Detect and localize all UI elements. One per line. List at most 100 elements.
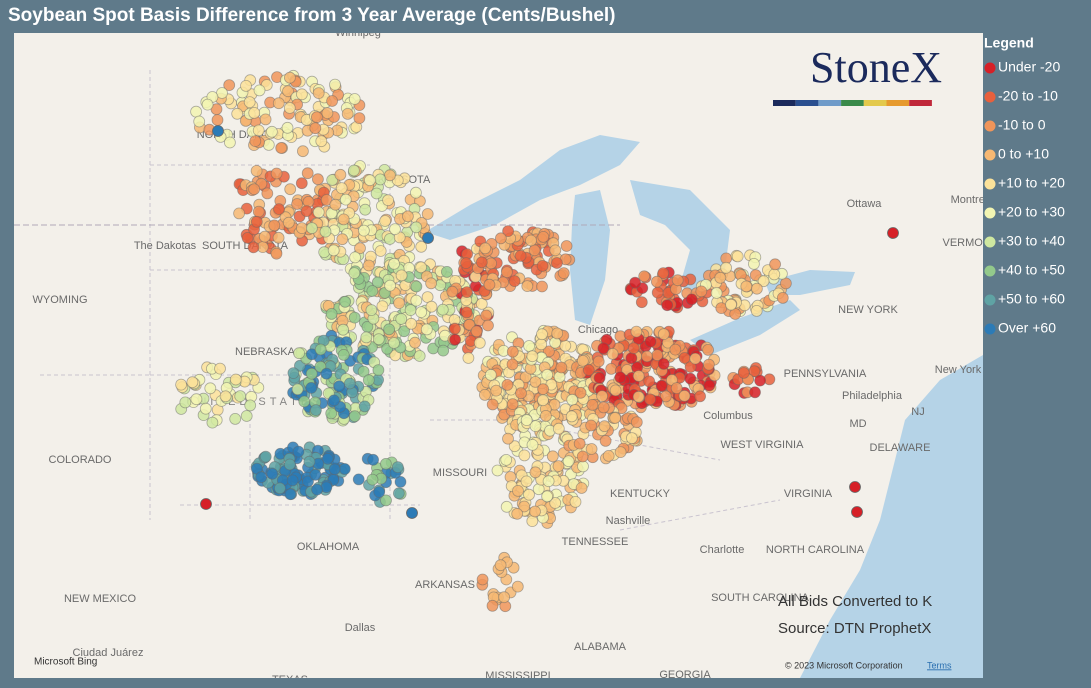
bid-location — [310, 111, 323, 124]
bid-location — [234, 390, 247, 403]
bid-location — [657, 267, 670, 280]
bid-location — [630, 416, 643, 429]
bid-location — [312, 206, 325, 219]
map-label: NEW MEXICO — [64, 593, 137, 605]
bid-location — [555, 361, 568, 374]
bid-location — [318, 246, 331, 259]
bid-location — [484, 368, 497, 381]
map-label: TENNESSEE — [562, 536, 629, 548]
bid-location — [529, 505, 541, 518]
map-label: Winnipeg — [335, 27, 381, 39]
bid-location — [335, 182, 348, 195]
bid-location — [703, 358, 715, 371]
bid-location — [521, 280, 534, 293]
bid-location — [702, 343, 714, 356]
bid-location — [372, 364, 385, 377]
bid-location — [529, 466, 542, 479]
bid-location — [526, 350, 539, 363]
bid-location — [573, 437, 586, 450]
bid-location — [393, 297, 406, 310]
legend-label: +10 to +20 — [998, 175, 1065, 191]
terms-link[interactable]: Terms — [927, 660, 952, 670]
bid-location — [314, 343, 327, 356]
bid-location — [460, 257, 473, 270]
legend-swatch — [984, 265, 996, 277]
legend-label: Under -20 — [998, 59, 1060, 75]
bid-location — [295, 177, 308, 190]
bid-location — [436, 303, 449, 316]
bid-location — [273, 482, 286, 495]
bid-location — [349, 251, 362, 264]
map-label: NEBRASKA — [235, 346, 296, 358]
bid-location — [849, 481, 861, 493]
bid-location — [247, 241, 260, 254]
bid-location — [502, 432, 514, 445]
bid-location — [248, 183, 261, 196]
bid-location — [410, 294, 423, 307]
bid-location — [602, 449, 615, 462]
bid-location — [337, 323, 350, 336]
bid-location — [536, 259, 549, 272]
map-label: Ottawa — [847, 198, 883, 210]
bid-location — [632, 370, 645, 382]
bid-location — [339, 295, 352, 308]
bid-location — [500, 500, 513, 513]
logo-stripe — [795, 100, 819, 106]
bid-location — [638, 270, 651, 283]
bid-location — [520, 475, 533, 488]
bid-location — [395, 313, 408, 325]
bid-location — [352, 473, 365, 486]
legend: Under -20 -20 to -10 -10 to 0 0 to +10 +10 t… — [984, 59, 1065, 336]
bid-location — [557, 267, 570, 280]
lake-huron — [630, 180, 730, 300]
bid-location — [199, 402, 212, 415]
bid-location — [460, 306, 473, 319]
bid-location — [211, 114, 224, 126]
legend-swatch — [984, 91, 996, 103]
bid-location — [511, 580, 524, 593]
legend-swatch — [984, 236, 996, 248]
bid-location — [229, 373, 242, 386]
bid-location — [348, 267, 361, 280]
bid-location — [255, 471, 268, 484]
bid-location — [526, 438, 539, 451]
bid-location — [281, 121, 294, 134]
bid-location — [476, 573, 489, 586]
map-label: Ciudad Juárez — [73, 647, 144, 659]
bid-location — [695, 285, 708, 298]
bid-location — [425, 277, 438, 290]
bid-location — [577, 354, 589, 367]
bid-location — [379, 457, 392, 470]
bid-location — [446, 285, 459, 298]
map-label: SOUTH CAROLINA — [711, 592, 809, 604]
bid-location — [262, 138, 275, 151]
map-label: Dallas — [345, 622, 376, 634]
bid-location — [389, 223, 401, 236]
bid-location — [635, 296, 648, 309]
bid-location — [311, 483, 323, 496]
bid-location — [506, 398, 519, 411]
bid-location — [498, 591, 511, 604]
bid-location — [392, 487, 405, 500]
bid-location — [301, 167, 314, 180]
map-label: ALABAMA — [574, 641, 627, 653]
bid-location — [320, 367, 333, 380]
bid-location — [359, 203, 372, 216]
bid-location — [630, 325, 643, 338]
bid-location — [300, 205, 313, 218]
legend-label: +30 to +40 — [998, 233, 1065, 249]
bid-location — [422, 232, 434, 244]
bid-location — [410, 280, 423, 293]
bid-location — [275, 142, 288, 154]
bid-location — [577, 460, 589, 473]
bid-location — [483, 278, 496, 291]
bid-location — [223, 136, 236, 149]
bid-location — [535, 338, 548, 351]
bid-location — [270, 167, 283, 180]
bid-location — [748, 257, 760, 270]
bid-location — [479, 242, 492, 255]
bid-location — [329, 198, 342, 211]
bid-location — [754, 374, 766, 387]
lake-erie — [690, 300, 800, 355]
bid-location — [520, 414, 533, 427]
